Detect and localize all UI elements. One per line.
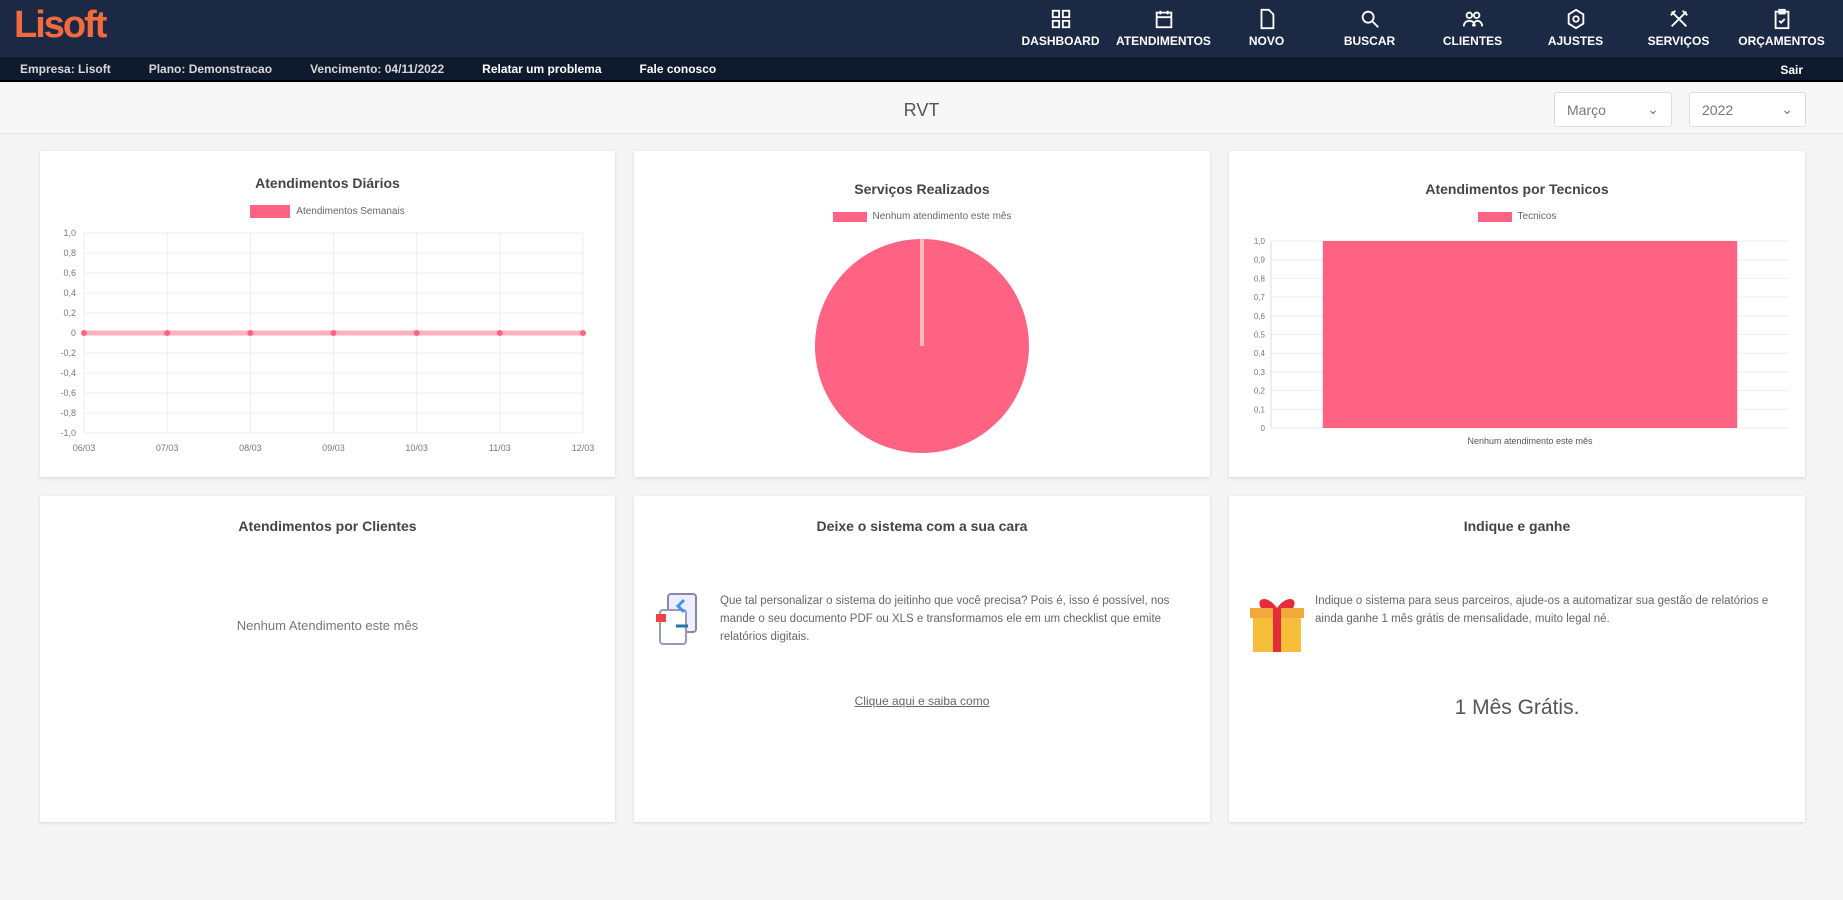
nav-dashboard[interactable]: DASHBOARD	[1009, 8, 1112, 48]
contact-link[interactable]: Fale conosco	[639, 61, 717, 76]
empty-message: Nenhum Atendimento este mês	[236, 618, 419, 633]
title-row: RVT Março ⌄ 2022 ⌄	[0, 84, 1843, 134]
logo[interactable]: Lisoft	[14, 4, 107, 46]
account-bar: Empresa: Lisoft Plano: Demonstracao Venc…	[0, 57, 1843, 82]
data-point	[330, 330, 337, 336]
legend-swatch	[250, 205, 291, 218]
chart-legend[interactable]: Nenhum atendimento este mês	[634, 211, 1210, 222]
top-navbar: Lisoft DASHBOARD ATENDIMENTOS NOVO BUSCA…	[0, 0, 1843, 57]
daily-chart-card: Atendimentos Diários Atendimentos Semana…	[40, 151, 615, 477]
document-icon	[656, 593, 697, 645]
y-tick-label: -0,6	[60, 388, 76, 398]
bar-chart: 1,0 0,9 0,8 0,7 0,6 0,5 0,4 0,3 0,2 0,1 0 Nenhum at…	[1254, 237, 1789, 446]
x-tick-label: 10/03	[405, 443, 428, 453]
y-tick-label: -1,0	[60, 428, 76, 438]
y-tick-label: 0	[1261, 424, 1266, 433]
learn-how-link[interactable]: Clique aqui e saiba como	[854, 694, 990, 708]
gift-icon	[1250, 598, 1304, 652]
chart-legend[interactable]: Atendimentos Semanais	[40, 205, 615, 218]
chart-legend[interactable]: Tecnicos	[1229, 211, 1805, 222]
nav-novo[interactable]: NOVO	[1215, 8, 1318, 48]
y-tick-label: 0,5	[1254, 331, 1266, 340]
x-tick-label: 07/03	[156, 443, 179, 453]
file-icon	[1260, 8, 1274, 30]
chevron-down-icon: ⌄	[1781, 101, 1793, 117]
referral-card: Indique e ganhe Indique o sistema para s…	[1229, 496, 1805, 822]
year-select[interactable]: 2022 ⌄	[1689, 92, 1806, 127]
main-nav: DASHBOARD ATENDIMENTOS NOVO BUSCAR CLIEN…	[1009, 8, 1833, 48]
offer-text: 1 Mês Grátis.	[1454, 696, 1580, 719]
clipboard-icon	[1774, 8, 1789, 30]
month-select[interactable]: Março ⌄	[1554, 92, 1672, 127]
data-point	[81, 330, 87, 336]
y-tick-label: 1,0	[1254, 237, 1266, 246]
tools-icon	[1669, 10, 1688, 27]
data-point	[247, 330, 254, 336]
card-title: Indique e ganhe	[1463, 518, 1571, 534]
calendar-icon	[1155, 10, 1172, 29]
technicians-chart-card: Atendimentos por Tecnicos Tecnicos 1,0 0,…	[1229, 151, 1805, 477]
nav-clientes[interactable]: CLIENTES	[1421, 8, 1524, 48]
pie-chart	[815, 239, 1029, 453]
services-chart-card: Serviços Realizados Nenhum atendimento e…	[634, 151, 1210, 477]
card-title: Atendimentos por Clientes	[238, 518, 417, 534]
settings-icon	[1567, 8, 1584, 30]
legend-swatch	[832, 211, 867, 222]
chart-title: Serviços Realizados	[854, 181, 990, 197]
y-tick-label: 0,9	[1254, 256, 1266, 265]
customize-text: Que tal personalizar o sistema do jeitin…	[720, 595, 1170, 643]
y-tick-label: 0,2	[63, 308, 76, 318]
search-icon	[1361, 10, 1379, 28]
page-title: RVT	[903, 100, 940, 120]
bar	[1322, 241, 1738, 428]
y-tick-label: 1,0	[63, 228, 76, 238]
report-problem-link[interactable]: Relatar um problema	[482, 61, 602, 76]
y-tick-label: -0,2	[60, 348, 76, 358]
y-tick-label: 0,6	[1254, 312, 1266, 321]
data-point	[496, 330, 503, 336]
legend-swatch	[1477, 211, 1512, 222]
line-chart: 1,0 0,8 0,6 0,4 0,2 0 -0,2 -0,4 -0,6 -0,8 -1,0 06/0…	[60, 228, 595, 453]
clients-card: Atendimentos por Clientes Nenhum Atendim…	[40, 496, 615, 822]
y-tick-label: 0,8	[1254, 274, 1266, 283]
y-tick-label: 0,6	[63, 268, 76, 278]
card-title: Deixe o sistema com a sua cara	[816, 518, 1028, 534]
nav-ajustes[interactable]: AJUSTES	[1524, 8, 1627, 48]
nav-orcamentos[interactable]: ORÇAMENTOS	[1730, 8, 1833, 48]
y-tick-label: 0,3	[1254, 368, 1266, 377]
chart-title: Atendimentos Diários	[255, 175, 400, 191]
nav-buscar[interactable]: BUSCAR	[1318, 8, 1421, 48]
y-tick-label: -0,4	[60, 368, 76, 378]
x-tick-label: 09/03	[322, 443, 345, 453]
users-icon	[1462, 11, 1483, 27]
company-label: Empresa: Lisoft	[20, 61, 111, 76]
data-point	[164, 330, 171, 336]
nav-servicos[interactable]: SERVIÇOS	[1627, 8, 1730, 48]
chart-title: Atendimentos por Tecnicos	[1425, 181, 1609, 197]
x-tick-label: 12/03	[572, 443, 595, 453]
y-tick-label: 0,1	[1254, 405, 1266, 414]
due-date-label: Vencimento: 04/11/2022	[310, 61, 445, 76]
referral-text: Indique o sistema para seus parceiros, a…	[1315, 595, 1769, 625]
data-point	[580, 330, 586, 336]
y-tick-label: 0,2	[1254, 387, 1266, 396]
y-tick-label: 0,8	[63, 248, 76, 258]
plan-label: Plano: Demonstracao	[148, 61, 273, 76]
y-tick-label: -0,8	[60, 408, 76, 418]
customize-card: Deixe o sistema com a sua cara Que tal p…	[634, 496, 1210, 822]
x-tick-label: 11/03	[489, 443, 511, 453]
x-tick-label: Nenhum atendimento este mês	[1467, 436, 1593, 446]
x-tick-label: 08/03	[239, 443, 262, 453]
y-tick-label: 0,4	[63, 288, 76, 298]
nav-atendimentos[interactable]: ATENDIMENTOS	[1112, 8, 1215, 48]
x-tick-label: 06/03	[73, 443, 96, 453]
data-point	[413, 330, 420, 336]
dashboard-icon	[1051, 9, 1070, 29]
y-tick-label: 0,4	[1254, 349, 1266, 358]
y-tick-label: 0	[71, 328, 76, 338]
chevron-down-icon: ⌄	[1647, 101, 1659, 117]
logout-link[interactable]: Sair	[1780, 63, 1803, 77]
y-tick-label: 0,7	[1254, 293, 1266, 302]
